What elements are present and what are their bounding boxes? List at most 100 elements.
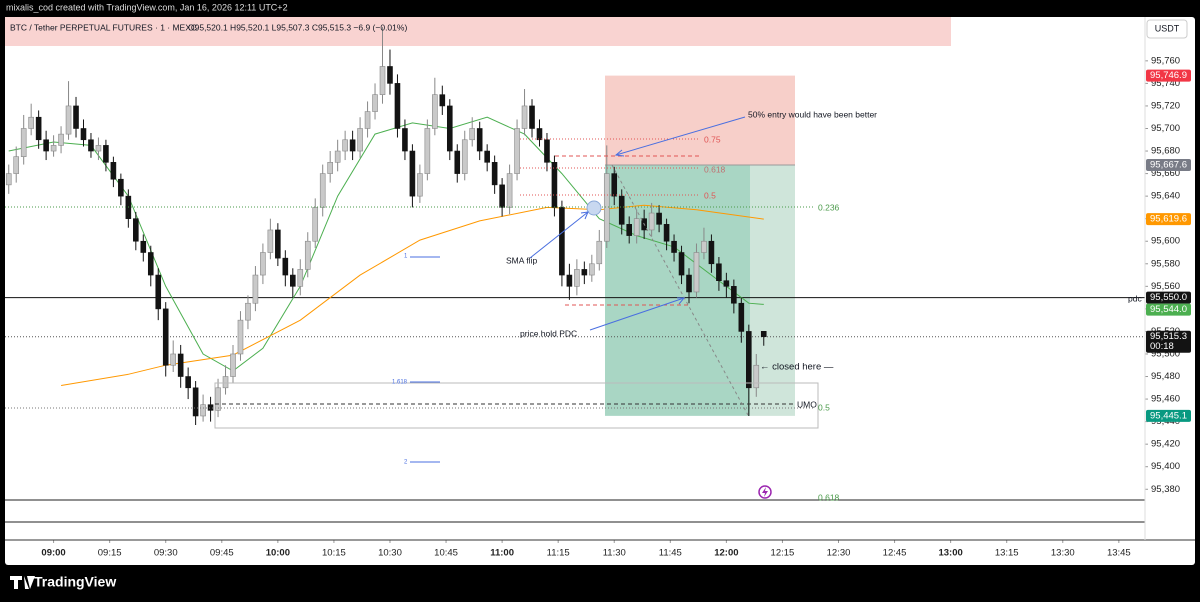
candle-body [461, 139, 468, 174]
y-tick-label: 95,560 [1151, 281, 1180, 292]
candle-body [738, 302, 745, 332]
candle-body [147, 252, 154, 276]
y-tick-label: 95,700 [1151, 123, 1180, 134]
fib-label: 0.618 [818, 492, 840, 502]
candle-body [446, 105, 453, 152]
candle-body [35, 116, 42, 141]
price-label-box [1146, 409, 1191, 422]
ohlc: O95,520.1 H95,520.1 L95,507.3 C95,515.3 … [188, 22, 407, 32]
fib-label: 0.75 [704, 134, 721, 144]
x-tick-label: 12:45 [883, 548, 907, 559]
candle-body [476, 128, 483, 152]
candle-body [753, 364, 760, 389]
candle-body [402, 128, 408, 152]
candle-body [618, 195, 625, 225]
candle-body [484, 150, 490, 163]
candle-body [192, 387, 199, 417]
price-label: 95,667.6 [1150, 160, 1187, 171]
y-tick-label: 95,420 [1151, 439, 1180, 450]
x-tick-label: 12:00 [714, 548, 738, 559]
y-tick-label: 95,500 [1151, 348, 1180, 359]
candle-body [245, 302, 251, 321]
candle-body [20, 128, 27, 157]
moving-average [8, 116, 764, 372]
candle-body [222, 376, 229, 389]
candle-body [551, 162, 558, 208]
candle-body [581, 269, 588, 276]
marker [586, 200, 602, 216]
candle-body [454, 150, 461, 174]
y-tick-label: 95,760 [1151, 55, 1180, 66]
candle-body [65, 105, 72, 135]
candle-body [417, 173, 423, 197]
currency-box [1146, 19, 1188, 39]
candle-body [693, 252, 700, 293]
candle-body [611, 173, 618, 197]
y-tick-label: 95,660 [1151, 168, 1180, 179]
candle-body [267, 229, 274, 253]
candle-body [372, 94, 378, 112]
candle-body [544, 139, 550, 163]
fib-label: 0.236 [818, 202, 840, 212]
candle-body [379, 66, 386, 95]
y-tick-label: 95,720 [1151, 100, 1180, 111]
candle-body [648, 212, 655, 231]
candle-body [162, 308, 169, 366]
x-tick-label: 10:00 [266, 548, 290, 559]
currency: USDT [1155, 23, 1180, 33]
annotation: SMA flip [506, 255, 537, 265]
candle-body [589, 263, 595, 276]
ext-label: 1.618 [392, 380, 408, 386]
logo [10, 576, 35, 589]
candle-body [58, 133, 64, 146]
price-label-box [1146, 213, 1191, 226]
candle-body [596, 240, 603, 265]
candle-body [566, 274, 573, 287]
candle-body [633, 218, 640, 236]
candle-body [327, 162, 333, 174]
arrows [410, 116, 746, 463]
price-label: 95,619.6 [1150, 214, 1187, 225]
candle-body [95, 145, 102, 152]
x-tick-label: 12:15 [771, 548, 795, 559]
candle-body [275, 229, 281, 259]
candle-body [282, 257, 289, 276]
candle-body [73, 105, 79, 129]
y-tick-label: 95,680 [1151, 146, 1180, 157]
candle-body [716, 263, 722, 281]
y-tick-label: 95,480 [1151, 371, 1180, 382]
candle-body [297, 269, 304, 287]
y-tick-label: 95,460 [1151, 394, 1180, 405]
candle-body [663, 224, 670, 242]
annotation: UMO [797, 399, 817, 409]
candle-body [387, 66, 393, 84]
candle-body [671, 240, 677, 253]
price-label: 95,515.3 [1150, 331, 1187, 342]
x-tick-label: 13:45 [1107, 548, 1131, 559]
candle-body [290, 274, 296, 287]
candle-body [43, 139, 49, 152]
candle-body [133, 218, 139, 242]
candle-body [678, 252, 685, 276]
candle-body [88, 139, 94, 152]
candle-body [334, 150, 341, 163]
x-tick-label: 11:00 [490, 548, 514, 559]
annotation: ← closed here — [760, 362, 834, 373]
candle-body [686, 274, 692, 293]
fib-label: 0.618 [704, 164, 726, 174]
plot [5, 27, 1148, 543]
price-label-box [1146, 330, 1191, 353]
ext-label: 1 [404, 254, 408, 260]
annotation: price hold PDC [520, 328, 577, 338]
candle-body [155, 274, 162, 310]
candle-body [701, 240, 707, 253]
candle-body [656, 212, 662, 225]
candle-body [514, 128, 520, 174]
candle-body [304, 240, 311, 270]
price-label-box [1146, 291, 1191, 304]
candle-body [140, 240, 147, 253]
candle-body [200, 404, 206, 417]
y-tick-label: 95,740 [1151, 78, 1180, 89]
candle-body [603, 173, 610, 242]
